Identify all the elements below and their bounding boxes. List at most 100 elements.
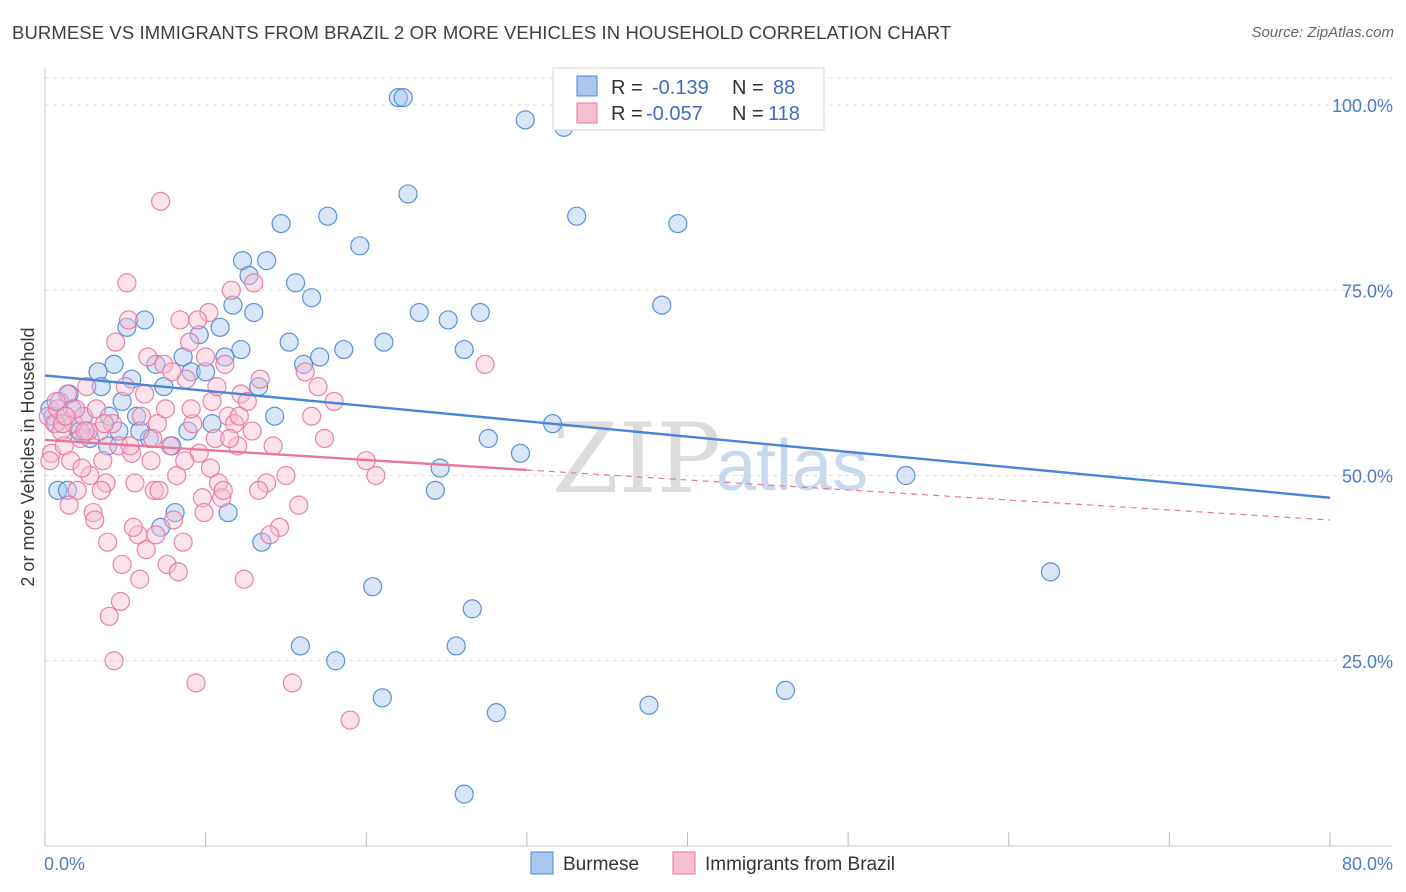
point-0-55: [446, 636, 466, 656]
point-1-105: [200, 458, 221, 478]
point-0-58: [470, 302, 490, 323]
point-1-23: [112, 554, 132, 575]
point-0-29: [210, 317, 230, 337]
chart-title: BURMESE VS IMMIGRANTS FROM BRAZIL 2 OR M…: [12, 22, 952, 43]
point-1-96: [143, 428, 163, 449]
stats-r-value-brazil: -0.057: [646, 103, 703, 125]
point-1-52: [205, 428, 225, 449]
point-1-81: [46, 391, 66, 412]
stats-r-value-burmese: -0.139: [652, 77, 709, 99]
point-1-72: [302, 406, 322, 426]
point-1-97: [149, 480, 169, 500]
point-1-2: [45, 414, 65, 434]
point-0-53: [430, 458, 450, 478]
point-1-29: [131, 406, 151, 426]
point-1-88: [91, 480, 111, 500]
point-1-42: [173, 532, 193, 552]
point-1-30: [134, 384, 155, 404]
point-1-76: [340, 710, 360, 730]
point-1-34: [147, 414, 168, 434]
point-1-63: [244, 273, 264, 293]
point-0-65: [567, 206, 587, 226]
stats-r-label-burmese: R =: [611, 77, 643, 99]
point-1-73: [308, 377, 328, 397]
point-0-18: [134, 310, 155, 330]
point-0-81: [326, 651, 346, 671]
point-1-112: [260, 525, 280, 545]
point-0-28: [202, 414, 222, 434]
point-0-60: [486, 703, 506, 723]
point-1-20: [102, 414, 123, 434]
point-0-66: [639, 695, 659, 715]
point-0-23: [165, 502, 185, 523]
point-1-108: [220, 428, 240, 449]
point-1-41: [170, 310, 190, 330]
point-1-87: [85, 510, 105, 530]
trend-line-0: [44, 374, 1331, 499]
point-0-57: [462, 599, 482, 619]
point-1-66: [263, 436, 283, 456]
legend-swatch-burmese: [530, 851, 554, 875]
point-0-40: [294, 354, 314, 374]
point-1-9: [67, 480, 87, 500]
point-1-19: [99, 606, 119, 626]
point-0-42: [310, 347, 330, 367]
trend-lines: [44, 374, 1331, 521]
stats-n-value-brazil: 118: [768, 103, 800, 125]
point-0-51: [409, 302, 429, 323]
point-0-38: [279, 332, 299, 352]
point-1-69: [282, 673, 302, 693]
point-1-27: [125, 473, 145, 493]
x-ticks: [44, 832, 1331, 846]
bottom-legend: Burmese Immigrants from Brazil: [530, 851, 895, 875]
trend-line-1-dashed: [526, 469, 1331, 521]
point-1-62: [237, 391, 257, 412]
y-tick-label-2: 50.0%: [1342, 467, 1393, 487]
legend-label-burmese: Burmese: [563, 854, 639, 875]
point-1-114: [75, 421, 95, 441]
stats-swatch-brazil: [576, 102, 598, 124]
point-1-85: [72, 458, 92, 478]
point-1-91: [110, 591, 131, 612]
point-0-26: [189, 325, 209, 345]
point-1-61: [234, 569, 254, 589]
point-1-7: [61, 451, 81, 471]
point-1-110: [242, 421, 262, 441]
point-1-89: [98, 532, 118, 552]
point-1-100: [168, 562, 188, 582]
point-0-59: [478, 428, 498, 449]
point-1-39: [163, 510, 184, 530]
point-0-43: [318, 206, 338, 226]
point-0-45: [350, 236, 370, 256]
y-tick-label-0: 100.0%: [1332, 96, 1393, 116]
point-0-79: [252, 532, 272, 552]
point-1-99: [162, 362, 182, 382]
point-0-80: [290, 636, 310, 656]
watermark-atlas: atlas: [716, 426, 868, 506]
point-0-67: [652, 295, 672, 315]
point-1-68: [276, 465, 296, 486]
point-0-31: [223, 295, 243, 315]
y-axis-label: 2 or more Vehicles in Household: [18, 327, 38, 586]
point-1-101: [175, 451, 195, 471]
point-0-47: [374, 332, 394, 352]
stats-n-label-brazil: N =: [732, 103, 764, 125]
series-0-points: [40, 88, 1061, 804]
point-0-83: [454, 784, 474, 804]
point-1-50: [199, 302, 219, 323]
point-1-107: [213, 480, 233, 500]
watermark: ZIP atlas: [552, 403, 868, 515]
point-1-93: [123, 517, 143, 537]
point-1-109: [229, 406, 249, 426]
point-1-24: [115, 377, 135, 397]
point-1-25: [118, 310, 139, 330]
point-1-17: [93, 451, 113, 471]
point-0-50: [398, 184, 418, 204]
series-1-points: [38, 191, 495, 730]
point-0-48: [388, 88, 408, 108]
y-tick-label-1: 75.0%: [1342, 281, 1393, 301]
point-1-32: [141, 451, 161, 471]
point-1-35: [151, 191, 171, 211]
point-1-55: [215, 354, 235, 374]
